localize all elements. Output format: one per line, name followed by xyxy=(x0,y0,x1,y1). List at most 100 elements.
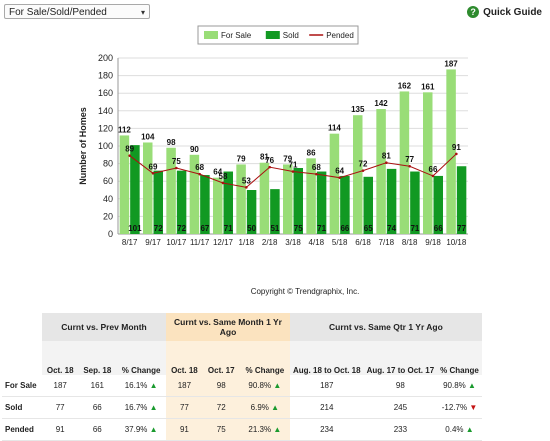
col-header: Aug. 17 to Oct. 17 xyxy=(363,341,438,375)
value-cell: 72 xyxy=(202,396,240,419)
value-cell: 91 xyxy=(166,418,203,441)
pended-point xyxy=(315,172,318,176)
pct-change-cell: 6.9% ▲ xyxy=(239,396,290,419)
data-label-sold: 66 xyxy=(340,224,349,233)
col-header: % Change xyxy=(437,341,482,375)
quick-guide-link[interactable]: ? Quick Guide xyxy=(467,6,542,18)
data-label-for-sale: 86 xyxy=(307,148,316,157)
bar-for-sale xyxy=(166,147,176,234)
bar-for-sale xyxy=(213,177,223,234)
legend-label: For Sale xyxy=(221,31,252,40)
data-label-pended: 68 xyxy=(312,163,321,172)
bar-for-sale xyxy=(143,142,153,234)
group-same-month: Curnt vs. Same Month 1 Yr Ago xyxy=(166,313,290,341)
bar-sold xyxy=(410,171,420,234)
value-cell: 187 xyxy=(290,375,364,397)
data-label-sold: 71 xyxy=(410,224,419,233)
x-tick-label: 10/18 xyxy=(446,238,467,247)
value-cell: 77 xyxy=(42,396,79,419)
pended-point xyxy=(128,154,131,157)
data-label-pended: 89 xyxy=(125,145,134,154)
data-label-for-sale: 114 xyxy=(328,124,341,133)
bar-sold xyxy=(316,171,327,234)
data-label-sold: 71 xyxy=(224,224,233,233)
bar-sold xyxy=(386,168,397,234)
bar-sold xyxy=(130,145,140,234)
pct-change-cell: 37.9% ▲ xyxy=(116,418,166,441)
data-label-for-sale: 81 xyxy=(260,153,269,162)
y-tick-label: 180 xyxy=(98,71,113,81)
data-label-pended: 58 xyxy=(219,172,228,181)
value-cell: 187 xyxy=(42,375,79,397)
data-label-pended: 76 xyxy=(265,156,274,165)
chart-type-select[interactable]: For Sale/Sold/Pended ▾ xyxy=(4,4,150,19)
x-tick-label: 5/18 xyxy=(332,238,348,247)
arrow-up-icon: ▲ xyxy=(268,403,280,412)
table-group-header: Curnt vs. Prev Month Curnt vs. Same Mont… xyxy=(2,313,482,341)
bar-sold xyxy=(176,170,187,234)
bar-for-sale xyxy=(353,115,363,234)
bar-for-sale xyxy=(399,91,410,234)
y-tick-label: 120 xyxy=(98,123,113,133)
data-label-for-sale: 64 xyxy=(213,168,222,177)
arrow-up-icon: ▲ xyxy=(147,403,158,412)
pended-point xyxy=(268,165,271,169)
bar-sold xyxy=(200,175,210,234)
col-header: Oct. 18 xyxy=(166,341,203,375)
data-label-sold: 71 xyxy=(317,224,326,233)
arrow-up-icon: ▲ xyxy=(147,381,158,390)
pended-point xyxy=(338,176,341,179)
data-label-pended: 66 xyxy=(429,165,438,174)
data-label-sold: 66 xyxy=(434,224,443,233)
y-tick-label: 40 xyxy=(103,194,113,204)
bar-for-sale xyxy=(189,154,200,234)
arrow-up-icon: ▲ xyxy=(465,381,476,390)
row-label: Pended xyxy=(2,418,42,441)
arrow-down-icon: ▼ xyxy=(467,403,478,412)
pct-change-cell: 16.7% ▲ xyxy=(116,396,166,419)
value-cell: 98 xyxy=(202,375,240,397)
bar-for-sale xyxy=(283,164,293,234)
value-cell: 98 xyxy=(363,375,438,397)
y-axis-title: Number of Homes xyxy=(78,107,88,185)
legend-label: Sold xyxy=(283,31,299,40)
col-header: Oct. 17 xyxy=(202,341,240,375)
data-label-for-sale: 142 xyxy=(374,99,388,108)
bar-for-sale xyxy=(329,133,340,234)
data-label-pended: 91 xyxy=(452,143,461,152)
pended-point xyxy=(198,172,201,176)
pct-change-cell: 21.3% ▲ xyxy=(239,418,290,441)
pended-point xyxy=(385,161,388,165)
bar-sold xyxy=(153,170,163,234)
pct-change-cell: 90.8% ▲ xyxy=(437,375,482,397)
bar-sold xyxy=(223,171,233,234)
data-label-for-sale: 104 xyxy=(141,132,155,141)
x-tick-label: 3/18 xyxy=(285,238,301,247)
data-label-pended: 69 xyxy=(149,162,158,171)
data-label-for-sale: 98 xyxy=(167,138,176,147)
data-label-for-sale: 162 xyxy=(398,81,412,90)
row-label: For Sale xyxy=(2,375,42,397)
data-label-for-sale: 90 xyxy=(190,145,199,154)
pended-point xyxy=(431,174,435,178)
data-label-for-sale: 79 xyxy=(237,154,246,163)
arrow-up-icon: ▲ xyxy=(147,425,158,434)
x-tick-label: 12/17 xyxy=(213,238,234,247)
value-cell: 66 xyxy=(78,396,117,419)
data-label-for-sale: 161 xyxy=(421,82,435,91)
bar-for-sale xyxy=(423,92,433,234)
data-label-sold: 65 xyxy=(364,224,373,233)
data-label-sold: 74 xyxy=(387,224,396,233)
pct-change-cell: 16.1% ▲ xyxy=(116,375,166,397)
x-tick-label: 4/18 xyxy=(309,238,325,247)
bar-sold xyxy=(433,175,443,234)
bar-for-sale xyxy=(259,162,270,234)
bar-sold xyxy=(363,176,373,234)
col-header: % Change xyxy=(116,341,166,375)
y-tick-label: 80 xyxy=(103,159,113,169)
copyright-text: Copyright © Trendgraphix, Inc. xyxy=(250,287,360,296)
bar-sold xyxy=(293,168,303,234)
col-header: Oct. 18 xyxy=(42,341,79,375)
value-cell: 91 xyxy=(42,418,79,441)
data-label-sold: 50 xyxy=(247,224,256,233)
